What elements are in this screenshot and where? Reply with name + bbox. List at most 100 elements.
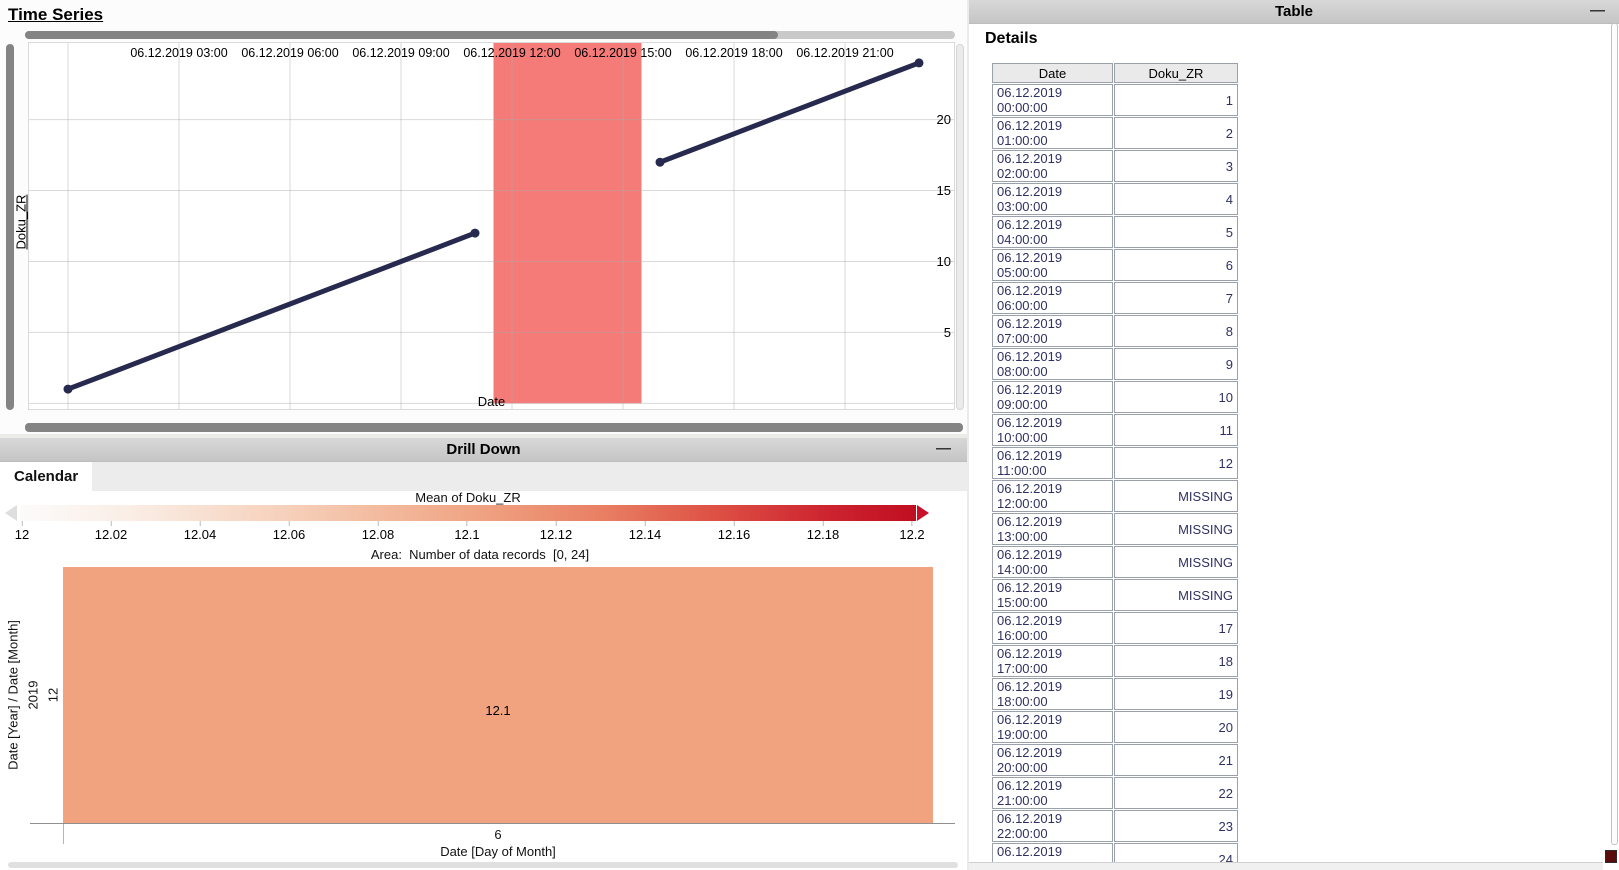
cell-doku-zr[interactable]: MISSING bbox=[1114, 480, 1238, 512]
cell-date[interactable]: 06.12.2019 12:00:00 bbox=[992, 480, 1113, 512]
cell-date[interactable]: 06.12.2019 00:00:00 bbox=[992, 84, 1113, 116]
cell-doku-zr[interactable]: 11 bbox=[1114, 414, 1238, 446]
table-minimize-button[interactable]: — bbox=[1590, 2, 1605, 19]
time-series-panel-title[interactable]: Time Series bbox=[8, 5, 104, 24]
table-row[interactable]: 06.12.2019 20:00:00 21 bbox=[992, 744, 1238, 776]
heatmap-cell[interactable]: 12.1 bbox=[63, 567, 933, 823]
cell-doku-zr[interactable]: 20 bbox=[1114, 711, 1238, 743]
time-series-y-axis-label[interactable]: Doku_ZR bbox=[13, 194, 29, 250]
table-row[interactable]: 06.12.2019 00:00:00 1 bbox=[992, 84, 1238, 116]
column-header-date[interactable]: Date bbox=[992, 63, 1113, 83]
cell-date[interactable]: 06.12.2019 07:00:00 bbox=[992, 315, 1113, 347]
cell-doku-zr[interactable]: MISSING bbox=[1114, 579, 1238, 611]
table-row[interactable]: 06.12.2019 08:00:00 9 bbox=[992, 348, 1238, 380]
cell-date[interactable]: 06.12.2019 19:00:00 bbox=[992, 711, 1113, 743]
table-row[interactable]: 06.12.2019 13:00:00 MISSING bbox=[992, 513, 1238, 545]
legend-range-max-arrow-icon[interactable] bbox=[917, 505, 929, 521]
cell-date[interactable]: 06.12.2019 13:00:00 bbox=[992, 513, 1113, 545]
cell-date[interactable]: 06.12.2019 06:00:00 bbox=[992, 282, 1113, 314]
cell-date[interactable]: 06.12.2019 08:00:00 bbox=[992, 348, 1113, 380]
table-row[interactable]: 06.12.2019 05:00:00 6 bbox=[992, 249, 1238, 281]
heatmap-y-axis-title: Date [Year] / Date [Month] bbox=[5, 620, 21, 770]
time-series-bottom-scrollbar[interactable] bbox=[25, 423, 963, 432]
cell-doku-zr[interactable]: 8 bbox=[1114, 315, 1238, 347]
legend-tick-label: 12.06 bbox=[272, 527, 306, 542]
table-row[interactable]: 06.12.2019 16:00:00 17 bbox=[992, 612, 1238, 644]
legend-range-min-arrow-icon[interactable] bbox=[5, 505, 17, 521]
svg-text:06.12.2019 15:00: 06.12.2019 15:00 bbox=[574, 46, 671, 60]
cell-date[interactable]: 06.12.2019 20:00:00 bbox=[992, 744, 1113, 776]
legend-tick-label: 12.16 bbox=[717, 527, 751, 542]
cell-doku-zr[interactable]: 1 bbox=[1114, 84, 1238, 116]
cell-date[interactable]: 06.12.2019 16:00:00 bbox=[992, 612, 1113, 644]
time-series-top-scrollbar[interactable] bbox=[25, 31, 955, 39]
drill-down-bottom-scrollbar[interactable] bbox=[8, 862, 958, 868]
window-resize-grip[interactable] bbox=[1605, 850, 1617, 863]
cell-doku-zr[interactable]: 4 bbox=[1114, 183, 1238, 215]
legend-tick-mark bbox=[822, 521, 824, 526]
scrollbar-thumb[interactable] bbox=[25, 423, 963, 432]
cell-doku-zr[interactable]: MISSING bbox=[1114, 546, 1238, 578]
cell-date[interactable]: 06.12.2019 11:00:00 bbox=[992, 447, 1113, 479]
svg-text:06.12.2019 06:00: 06.12.2019 06:00 bbox=[241, 46, 338, 60]
cell-date[interactable]: 06.12.2019 17:00:00 bbox=[992, 645, 1113, 677]
table-row[interactable]: 06.12.2019 04:00:00 5 bbox=[992, 216, 1238, 248]
cell-doku-zr[interactable]: 17 bbox=[1114, 612, 1238, 644]
tab-calendar[interactable]: Calendar bbox=[0, 462, 93, 491]
table-row[interactable]: 06.12.2019 06:00:00 7 bbox=[992, 282, 1238, 314]
cell-doku-zr[interactable]: 12 bbox=[1114, 447, 1238, 479]
cell-doku-zr[interactable]: 3 bbox=[1114, 150, 1238, 182]
cell-doku-zr[interactable]: 21 bbox=[1114, 744, 1238, 776]
cell-date[interactable]: 06.12.2019 14:00:00 bbox=[992, 546, 1113, 578]
table-row[interactable]: 06.12.2019 19:00:00 20 bbox=[992, 711, 1238, 743]
cell-date[interactable]: 06.12.2019 18:00:00 bbox=[992, 678, 1113, 710]
cell-date[interactable]: 06.12.2019 21:00:00 bbox=[992, 777, 1113, 809]
table-row[interactable]: 06.12.2019 02:00:00 3 bbox=[992, 150, 1238, 182]
table-row[interactable]: 06.12.2019 01:00:00 2 bbox=[992, 117, 1238, 149]
table-row[interactable]: 06.12.2019 12:00:00 MISSING bbox=[992, 480, 1238, 512]
cell-date[interactable]: 06.12.2019 22:00:00 bbox=[992, 810, 1113, 842]
cell-date[interactable]: 06.12.2019 15:00:00 bbox=[992, 579, 1113, 611]
cell-date[interactable]: 06.12.2019 01:00:00 bbox=[992, 117, 1113, 149]
table-row[interactable]: 06.12.2019 09:00:00 10 bbox=[992, 381, 1238, 413]
cell-doku-zr[interactable]: 5 bbox=[1114, 216, 1238, 248]
table-panel-header[interactable]: Table — bbox=[969, 0, 1619, 24]
cell-doku-zr[interactable]: 22 bbox=[1114, 777, 1238, 809]
time-series-left-scrollbar[interactable] bbox=[6, 44, 14, 410]
table-row[interactable]: 06.12.2019 21:00:00 22 bbox=[992, 777, 1238, 809]
cell-doku-zr[interactable]: 7 bbox=[1114, 282, 1238, 314]
color-legend-gradient[interactable] bbox=[20, 505, 916, 521]
table-row[interactable]: 06.12.2019 14:00:00 MISSING bbox=[992, 546, 1238, 578]
table-row[interactable]: 06.12.2019 03:00:00 4 bbox=[992, 183, 1238, 215]
cell-doku-zr[interactable]: 10 bbox=[1114, 381, 1238, 413]
cell-date[interactable]: 06.12.2019 05:00:00 bbox=[992, 249, 1113, 281]
table-right-scrollbar[interactable] bbox=[1611, 23, 1618, 845]
svg-text:5: 5 bbox=[944, 325, 951, 340]
cell-doku-zr[interactable]: 6 bbox=[1114, 249, 1238, 281]
table-row[interactable]: 06.12.2019 17:00:00 18 bbox=[992, 645, 1238, 677]
cell-date[interactable]: 06.12.2019 02:00:00 bbox=[992, 150, 1113, 182]
table-bottom-scrollbar[interactable] bbox=[969, 862, 1603, 870]
drill-down-minimize-button[interactable]: — bbox=[936, 440, 951, 457]
scrollbar-thumb[interactable] bbox=[25, 31, 779, 39]
cell-doku-zr[interactable]: 2 bbox=[1114, 117, 1238, 149]
cell-date[interactable]: 06.12.2019 10:00:00 bbox=[992, 414, 1113, 446]
cell-date[interactable]: 06.12.2019 09:00:00 bbox=[992, 381, 1113, 413]
column-header-doku-zr[interactable]: Doku_ZR bbox=[1114, 63, 1238, 83]
cell-date[interactable]: 06.12.2019 03:00:00 bbox=[992, 183, 1113, 215]
table-row[interactable]: 06.12.2019 18:00:00 19 bbox=[992, 678, 1238, 710]
cell-doku-zr[interactable]: 18 bbox=[1114, 645, 1238, 677]
time-series-right-scrollbar[interactable] bbox=[956, 44, 964, 410]
table-row[interactable]: 06.12.2019 15:00:00 MISSING bbox=[992, 579, 1238, 611]
cell-doku-zr[interactable]: MISSING bbox=[1114, 513, 1238, 545]
table-row[interactable]: 06.12.2019 10:00:00 11 bbox=[992, 414, 1238, 446]
cell-date[interactable]: 06.12.2019 04:00:00 bbox=[992, 216, 1113, 248]
table-row[interactable]: 06.12.2019 22:00:00 23 bbox=[992, 810, 1238, 842]
cell-doku-zr[interactable]: 19 bbox=[1114, 678, 1238, 710]
table-row[interactable]: 06.12.2019 11:00:00 12 bbox=[992, 447, 1238, 479]
table-row[interactable]: 06.12.2019 07:00:00 8 bbox=[992, 315, 1238, 347]
time-series-plot-area[interactable]: 06.12.2019 03:00 06.12.2019 06:00 06.12.20… bbox=[28, 42, 955, 410]
cell-doku-zr[interactable]: 9 bbox=[1114, 348, 1238, 380]
cell-doku-zr[interactable]: 23 bbox=[1114, 810, 1238, 842]
drill-down-panel-header[interactable]: Drill Down — bbox=[0, 438, 967, 462]
